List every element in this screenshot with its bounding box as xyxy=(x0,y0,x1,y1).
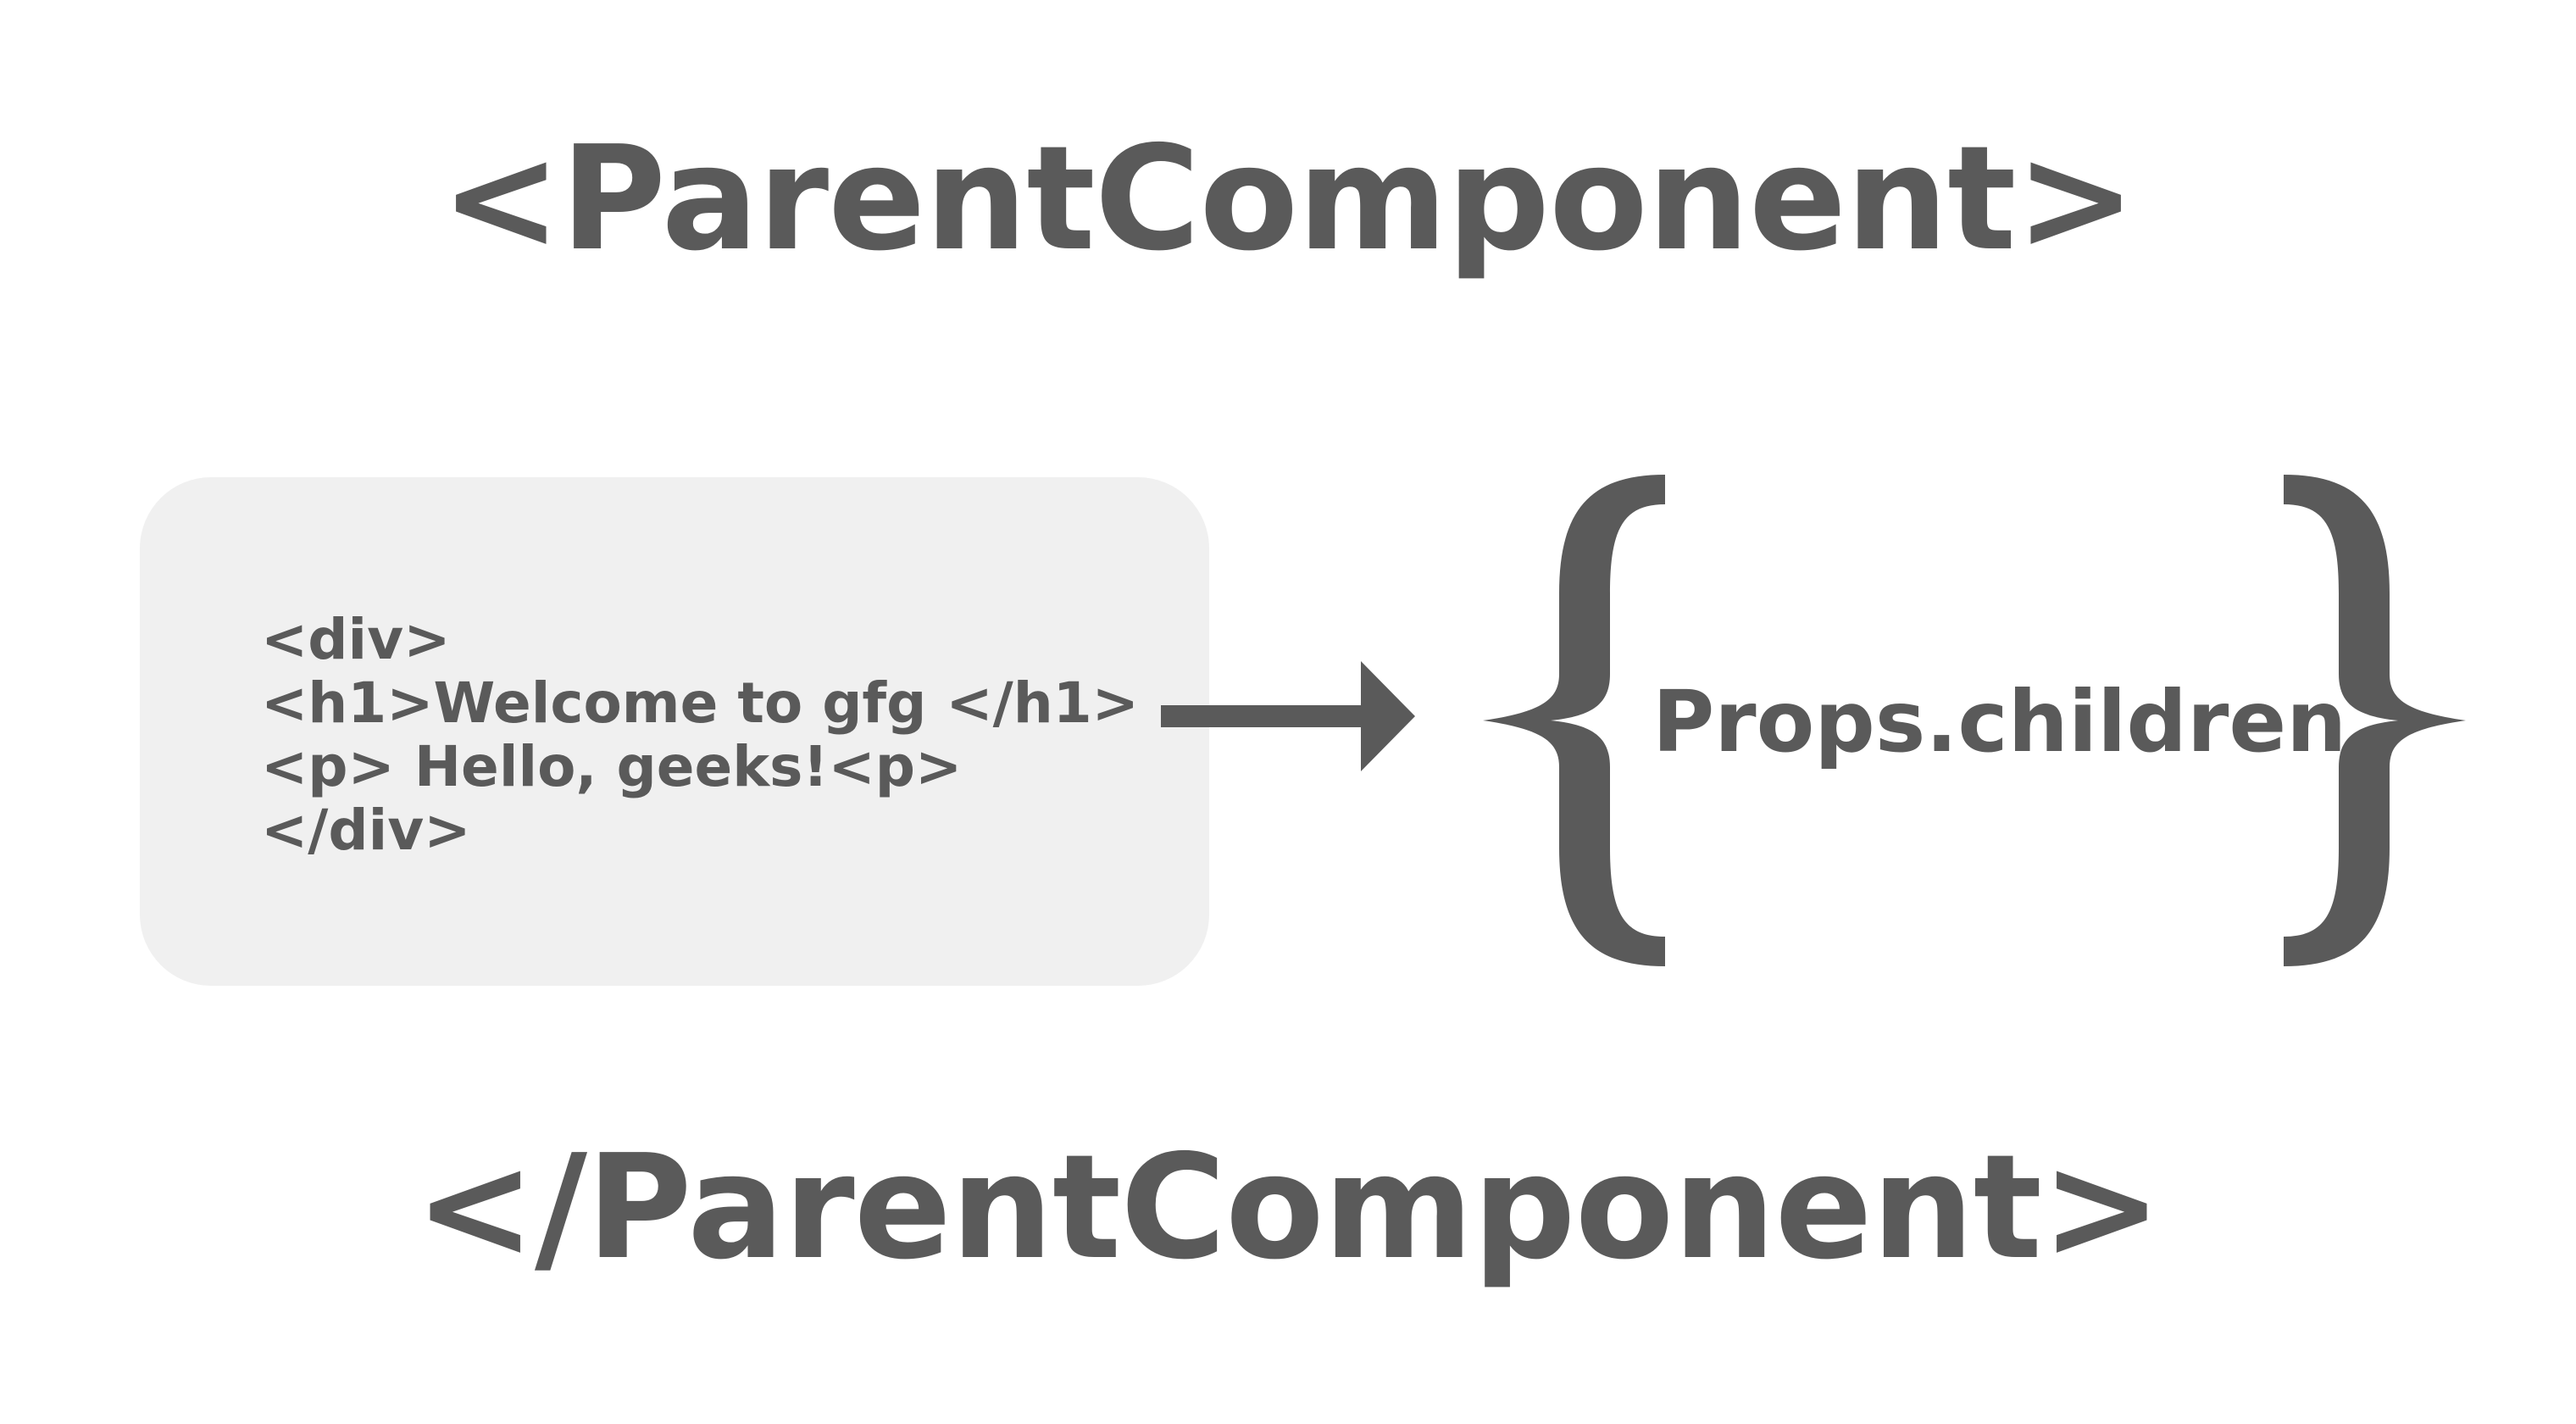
code-line-div-close: </div> xyxy=(261,798,471,863)
code-line-div-open: <div> xyxy=(261,607,451,672)
left-curly-brace-icon xyxy=(1483,475,1665,966)
children-code-box: <div> <h1>Welcome to gfg </h1> <p> Hello… xyxy=(140,477,1209,986)
parent-component-close-tag: </ParentComponent> xyxy=(414,1124,2162,1292)
parent-component-open-tag: <ParentComponent> xyxy=(441,115,2136,283)
code-line-h1: <h1>Welcome to gfg </h1> xyxy=(261,670,1139,736)
right-curly-brace-icon xyxy=(2284,475,2466,966)
right-arrow-icon xyxy=(1161,661,1415,771)
props-children-label: Props.children xyxy=(1652,672,2347,771)
code-line-p: <p> Hello, geeks!<p> xyxy=(261,734,963,799)
curly-braces xyxy=(1483,475,2466,966)
